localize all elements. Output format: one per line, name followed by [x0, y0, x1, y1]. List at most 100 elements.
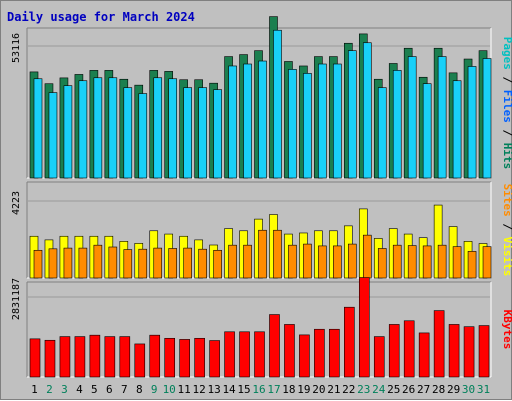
top-files-bar-22 — [348, 50, 357, 179]
middle-sites-bar-19 — [303, 243, 312, 279]
middle-legend-sites: Sites — [501, 184, 512, 217]
bottom-kbytes-bar-31 — [478, 325, 490, 378]
bottom-kbytes-bar-27 — [418, 332, 430, 378]
top-legend-pages: Pages — [501, 37, 512, 70]
bottom-kbytes-bar-16 — [254, 331, 265, 378]
x-tick-label-6: 6 — [106, 383, 113, 396]
top-files-bar-28 — [437, 56, 447, 179]
bottom-kbytes-bar-23 — [358, 277, 370, 378]
bottom-kbytes-bar-1 — [29, 338, 41, 378]
middle-legend: Sites / Visits — [501, 184, 512, 277]
top-files-bar-29 — [452, 80, 462, 179]
bottom-kbytes-bar-6 — [104, 336, 116, 378]
middle-sites-bar-28 — [437, 244, 447, 279]
x-tick-label-5: 5 — [91, 383, 98, 396]
middle-sites-bar-8 — [138, 248, 148, 279]
middle-sites-bar-17 — [273, 229, 282, 279]
bottom-kbytes-bar-9 — [149, 334, 161, 378]
bottom-kbytes-bar-13 — [209, 340, 220, 378]
top-files-bar-30 — [467, 66, 477, 179]
top-files-bar-25 — [392, 70, 402, 179]
x-tick-label-18: 18 — [282, 383, 295, 396]
top-files-bar-17 — [273, 29, 282, 179]
bottom-kbytes-bar-26 — [403, 320, 415, 378]
x-tick-label-22: 22 — [342, 383, 355, 396]
middle-legend-separator: / — [501, 217, 512, 237]
middle-legend-visits: Visits — [501, 237, 512, 277]
x-tick-label-24: 24 — [372, 383, 386, 396]
middle-sites-bar-31 — [482, 246, 492, 279]
top-files-bar-18 — [288, 69, 297, 179]
top-files-bar-13 — [213, 89, 222, 179]
middle-sites-bar-14 — [228, 244, 237, 279]
x-tick-label-30: 30 — [462, 383, 475, 396]
bottom-kbytes-bar-8 — [134, 343, 146, 378]
top-files-bar-12 — [198, 87, 207, 179]
x-tick-label-2: 2 — [46, 383, 53, 396]
middle-sites-bar-13 — [213, 249, 222, 279]
top-legend-hits: Hits — [501, 143, 512, 170]
top-files-bar-19 — [303, 73, 312, 179]
x-tick-label-3: 3 — [61, 383, 68, 396]
x-tick-label-14: 14 — [222, 383, 236, 396]
x-tick-label-11: 11 — [178, 383, 191, 396]
bottom-kbytes-bar-17 — [269, 314, 280, 378]
x-tick-label-15: 15 — [237, 383, 250, 396]
x-tick-label-17: 17 — [267, 383, 280, 396]
middle-sites-bar-16 — [258, 229, 267, 279]
bottom-kbytes-bar-11 — [179, 339, 190, 378]
bottom-kbytes-bar-24 — [373, 336, 385, 378]
top-files-bar-23 — [362, 42, 372, 179]
x-tick-label-8: 8 — [136, 383, 143, 396]
middle-sites-bar-4 — [78, 247, 88, 279]
bottom-legend-kbytes: KBytes — [501, 310, 512, 350]
x-tick-label-23: 23 — [357, 383, 370, 396]
top-files-bar-1 — [33, 78, 43, 179]
middle-sites-bar-18 — [288, 244, 297, 279]
middle-sites-bar-23 — [362, 234, 372, 279]
x-tick-label-12: 12 — [193, 383, 206, 396]
bottom-kbytes-bar-30 — [463, 326, 475, 378]
top-files-bar-9 — [153, 77, 163, 179]
bottom-kbytes-bar-2 — [44, 339, 56, 378]
x-tick-label-9: 9 — [151, 383, 158, 396]
top-files-bar-3 — [63, 85, 73, 179]
middle-sites-bar-11 — [183, 247, 192, 279]
middle-sites-bar-10 — [168, 248, 178, 279]
bottom-kbytes-bar-28 — [433, 310, 445, 378]
middle-sites-bar-12 — [198, 248, 207, 279]
x-tick-label-16: 16 — [252, 383, 265, 396]
middle-sites-bar-22 — [348, 243, 357, 279]
top-files-bar-27 — [422, 83, 432, 179]
bottom-kbytes-bar-10 — [164, 337, 176, 378]
top-legend-separator: / — [501, 70, 512, 90]
top-files-bar-15 — [243, 63, 252, 179]
x-tick-label-21: 21 — [327, 383, 340, 396]
top-files-bar-7 — [123, 87, 133, 179]
x-tick-label-25: 25 — [387, 383, 400, 396]
middle-sites-bar-24 — [377, 248, 387, 279]
middle-sites-bar-7 — [123, 249, 133, 279]
x-tick-label-4: 4 — [76, 383, 83, 396]
top-files-bar-26 — [407, 56, 417, 179]
top-files-bar-21 — [333, 63, 342, 179]
middle-sites-bar-5 — [93, 244, 103, 279]
top-files-bar-16 — [258, 60, 267, 179]
x-tick-label-26: 26 — [402, 383, 415, 396]
bottom-kbytes-bar-14 — [224, 331, 235, 378]
middle-sites-bar-30 — [467, 251, 477, 279]
top-legend-separator: / — [501, 123, 512, 143]
bottom-y-tick-label: 2831187 — [11, 278, 22, 320]
top-y-tick-label: 53116 — [11, 33, 22, 63]
bottom-kbytes-bar-22 — [344, 306, 355, 378]
bottom-kbytes-bar-15 — [239, 331, 250, 378]
middle-sites-bar-2 — [48, 248, 58, 279]
x-tick-label-10: 10 — [163, 383, 176, 396]
bottom-kbytes-bar-7 — [119, 336, 131, 378]
middle-sites-bar-25 — [392, 244, 402, 279]
bottom-kbytes-bar-18 — [284, 324, 295, 378]
top-files-bar-5 — [93, 77, 103, 179]
top-files-bar-14 — [228, 65, 237, 179]
